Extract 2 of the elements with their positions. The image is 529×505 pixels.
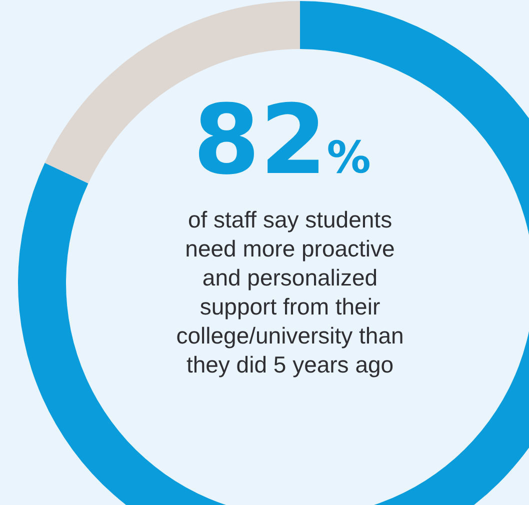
text: of staff say students need more proactive and personalized support from their college/university than they did 5 years ago <box>176 206 404 378</box>
data-label: 82% <box>193 84 371 196</box>
